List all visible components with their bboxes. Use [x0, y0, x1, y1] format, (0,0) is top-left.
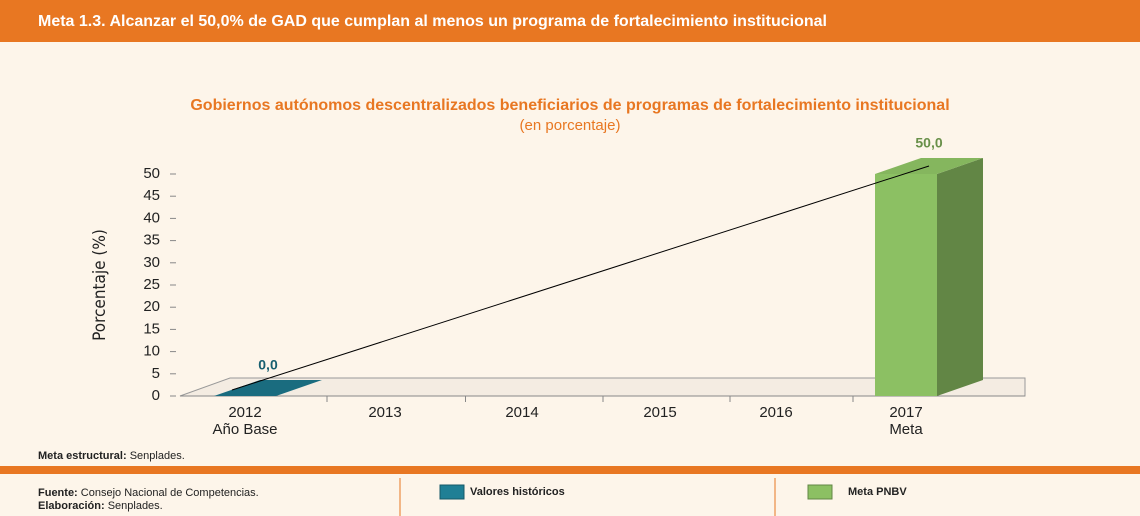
x-tick-sublabel: Año Base: [212, 421, 277, 438]
y-tick-label: 0: [152, 387, 160, 404]
y-tick-label: 30: [143, 254, 160, 271]
header: Meta 1.3. Alcanzar el 50,0% de GAD que c…: [38, 13, 827, 30]
x-tick-label: 2015: [643, 404, 676, 421]
made-label: Elaboración:: [38, 500, 105, 512]
bar-front: [875, 174, 937, 396]
made-by: Elaboración: Senplades.: [38, 500, 163, 512]
source-text: Consejo Nacional de Competencias.: [81, 487, 259, 499]
chart-subtitle: (en porcentaje): [520, 117, 621, 134]
bar-side: [937, 158, 983, 396]
value-label: 50,0: [915, 135, 942, 151]
x-tick-label: 2014: [505, 404, 538, 421]
value-label: 0,0: [258, 357, 278, 373]
y-tick-label: 45: [143, 187, 160, 204]
footer-bar: [0, 466, 1140, 474]
legend-swatch: [439, 484, 465, 500]
trend-line: [231, 165, 930, 391]
y-tick-label: 50: [143, 165, 160, 182]
x-tick-sublabel: Meta: [889, 421, 923, 438]
note-text: Senplades.: [130, 450, 185, 462]
x-tick-label: 2017: [889, 404, 922, 421]
y-tick-label: 20: [143, 298, 160, 315]
source: Fuente: Consejo Nacional de Competencias…: [38, 487, 259, 499]
chart-title: Gobiernos autónomos descentralizados ben…: [190, 97, 949, 114]
x-tick-label: 2012: [228, 404, 261, 421]
made-text: Senplades.: [108, 500, 163, 512]
y-tick-label: 5: [152, 365, 160, 382]
y-tick-label: 40: [143, 209, 160, 226]
y-tick-label: 10: [143, 343, 160, 360]
y-tick-label: 15: [143, 320, 160, 337]
y-tick-label: 35: [143, 232, 160, 249]
legend-label: Valores históricos: [470, 486, 565, 498]
y-axis-label: Porcentaje (%): [90, 229, 110, 341]
note-label: Meta estructural:: [38, 450, 127, 462]
x-tick-label: 2016: [759, 404, 792, 421]
x-tick-label: 2013: [368, 404, 401, 421]
legend-label: Meta PNBV: [848, 486, 907, 498]
source-label: Fuente:: [38, 487, 78, 499]
header-label: Meta 1.3.: [38, 13, 106, 30]
bar-top: [214, 380, 322, 396]
legend-swatch: [807, 484, 833, 500]
y-tick-label: 25: [143, 276, 160, 293]
header-text: Alcanzar el 50,0% de GAD que cumplan al …: [109, 13, 827, 30]
header-bar: [0, 0, 1140, 42]
note: Meta estructural: Senplades.: [38, 450, 185, 462]
